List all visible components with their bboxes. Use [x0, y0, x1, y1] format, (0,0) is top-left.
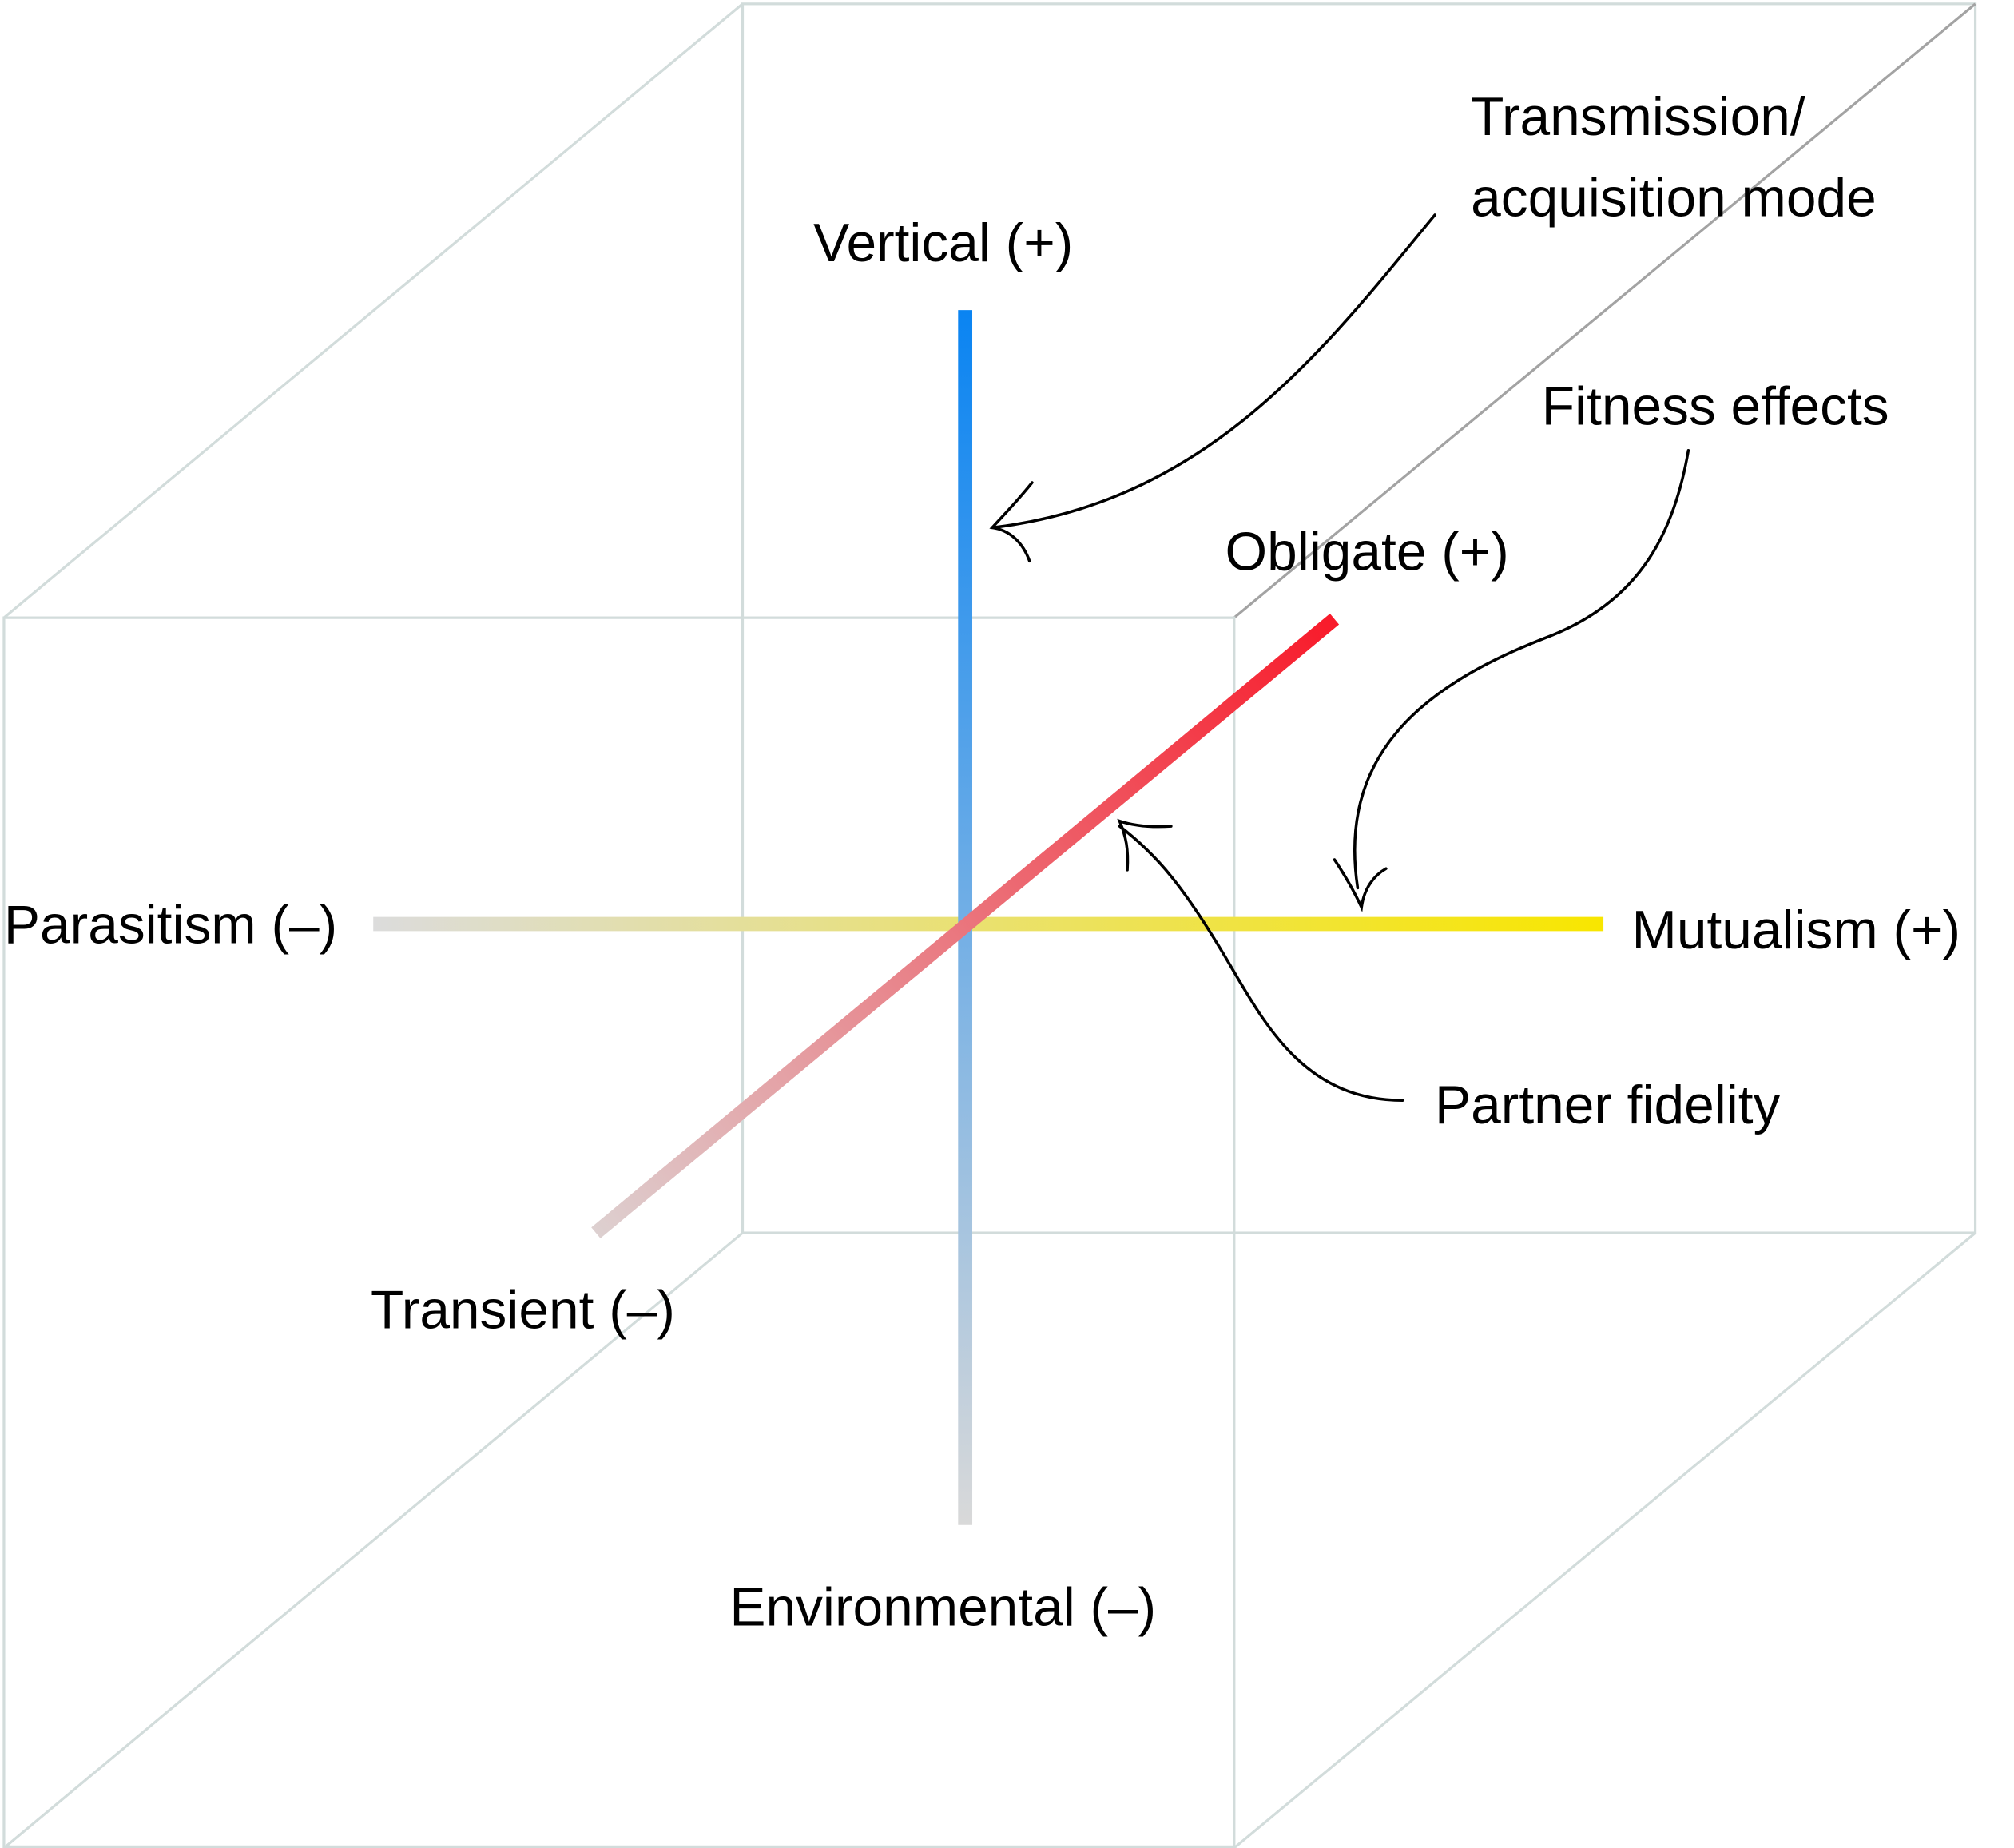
annotation-arrows	[989, 213, 1690, 1102]
partner-fidelity-arrow	[1118, 825, 1404, 1102]
cube-front-face	[2, 616, 1236, 1848]
cube-wireframe	[2, 2, 1977, 1848]
fidelity-axis	[591, 613, 1340, 1238]
cube-edge-top-left	[2, 2, 744, 619]
cube-edge-bottom-left	[2, 1231, 744, 1848]
fitness-arrow	[1353, 448, 1690, 890]
label-transmission-line1: Transmission/	[1471, 87, 1805, 147]
cube-edge-bottom-right	[1233, 1231, 1976, 1848]
transmission-arrowhead-icon	[989, 481, 1034, 563]
label-partner-fidelity: Partner fidelity	[1435, 1075, 1781, 1135]
label-environmental: Environmental (–)	[729, 1577, 1156, 1637]
label-transient: Transient (–)	[371, 1280, 675, 1340]
fitness-arrowhead-icon	[1333, 858, 1388, 912]
label-vertical: Vertical (+)	[813, 213, 1073, 273]
transmission-arrow	[991, 213, 1436, 530]
label-fitness-effects: Fitness effects	[1542, 377, 1889, 437]
partner-fidelity-arrowhead-icon	[1117, 818, 1173, 872]
label-transmission-line2: acquisition mode	[1471, 169, 1877, 229]
label-parasitism: Parasitism (–)	[4, 896, 337, 956]
cube-edge-top-right	[1233, 2, 1976, 619]
label-mutualism: Mutualism (+)	[1632, 900, 1961, 960]
label-obligate: Obligate (+)	[1225, 523, 1509, 582]
